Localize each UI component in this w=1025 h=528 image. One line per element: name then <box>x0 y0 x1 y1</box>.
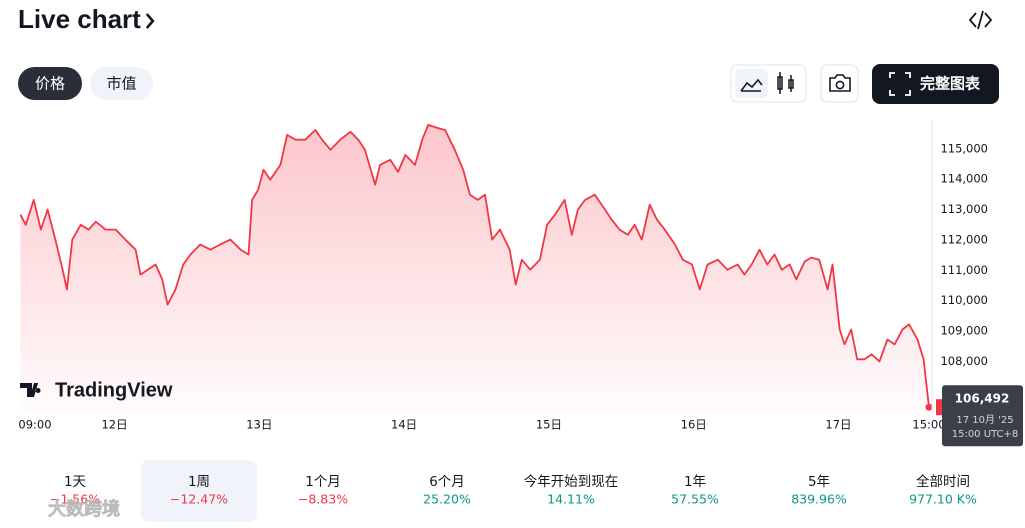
tabs: 价格 市值 <box>18 67 153 100</box>
period-change[interactable]: 839.96% <box>791 492 847 507</box>
y-tick-label: 112,000 <box>940 232 988 246</box>
y-tick-label: 115,000 <box>940 141 988 155</box>
period-label[interactable]: 1年 <box>684 474 706 490</box>
title-chevron[interactable] <box>145 13 155 29</box>
camera-icon <box>829 74 851 92</box>
period-change[interactable]: −8.83% <box>298 492 348 507</box>
y-tick-label: 108,000 <box>940 354 988 368</box>
x-tick-label: 17日 <box>825 418 851 432</box>
period-change[interactable]: −12.47% <box>170 492 228 507</box>
period-selected-bg[interactable] <box>141 460 257 522</box>
period-label[interactable]: 1天 <box>64 474 87 490</box>
candle-type-button[interactable] <box>777 72 794 94</box>
period-change[interactable]: 25.20% <box>423 492 471 507</box>
period-label[interactable]: 1个月 <box>305 474 341 490</box>
x-tick-label: 12日 <box>101 418 127 432</box>
area-icon <box>740 78 763 92</box>
fullscreen-icon <box>889 72 911 96</box>
snapshot-button[interactable] <box>820 64 859 103</box>
period-change[interactable]: 14.11% <box>547 492 595 507</box>
price-tag-value: 106,492 <box>955 392 1010 406</box>
area-type-button[interactable] <box>735 69 768 98</box>
fullscreen-button[interactable] <box>872 64 999 104</box>
period-label[interactable]: 6个月 <box>429 474 465 490</box>
x-tick-label: 15日 <box>536 418 562 432</box>
fullscreen-label[interactable]: 完整图表 <box>920 75 981 93</box>
period-label[interactable]: 1周 <box>188 474 210 490</box>
tv-logo-text: TradingView <box>55 379 173 401</box>
title[interactable]: Live chart <box>18 4 141 34</box>
area-fill <box>20 124 929 411</box>
period-change[interactable]: −1.56% <box>50 492 100 507</box>
last-point <box>925 403 933 411</box>
tab-label[interactable]: 市值 <box>106 75 136 93</box>
y-tick-label: 109,000 <box>940 324 988 338</box>
period-label[interactable]: 全部时间 <box>916 473 970 490</box>
y-tick-label: 111,000 <box>940 263 988 277</box>
period-change[interactable]: 57.55% <box>671 492 719 507</box>
price-tag-time: 15:00 UTC+8 <box>952 429 1019 440</box>
period-label[interactable]: 5年 <box>808 474 830 490</box>
x-tick-label: 09:00 <box>18 418 51 432</box>
period-row: 1天 −1.56% 1周 −12.47% 1个月 −8.83% 6个月 25.20% 今年开始到… <box>50 460 977 522</box>
tab-label[interactable]: 价格 <box>35 75 65 93</box>
price-line <box>19 124 930 408</box>
y-tick-label: 113,000 <box>940 202 988 216</box>
price-tag-marker <box>936 399 942 416</box>
tv-logo: TradingView <box>20 379 173 401</box>
price-tag <box>942 385 1023 447</box>
embed-icon[interactable] <box>968 10 993 30</box>
y-tick-label: 114,000 <box>940 172 988 186</box>
period-change[interactable]: 977.10 K% <box>909 492 977 507</box>
x-tick-label: 16日 <box>681 418 707 432</box>
period-label[interactable]: 今年开始到现在 <box>524 474 619 490</box>
y-tick-label: 110,000 <box>940 293 988 307</box>
x-tick-label: 13日 <box>246 418 272 432</box>
overlay-watermark: 大数跨境 <box>48 498 120 520</box>
tab[interactable] <box>90 67 153 100</box>
tab[interactable] <box>18 67 82 100</box>
price-tag-date: 17 10月 '25 <box>956 414 1013 426</box>
x-tick-label: 15:00 <box>912 418 945 432</box>
plot: 108,000 109,000 110,000 111,000 112,000 113,0… <box>18 124 1023 447</box>
x-tick-label: 14日 <box>391 418 417 432</box>
